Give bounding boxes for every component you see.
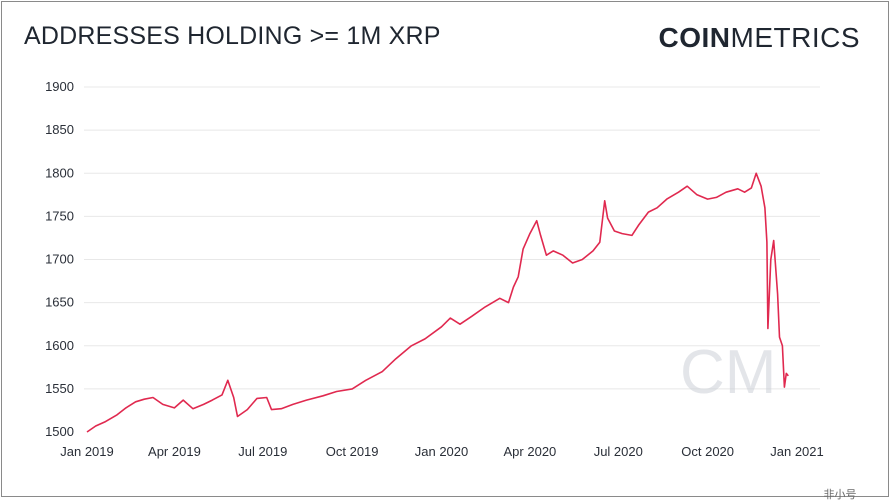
series-group: [86, 172, 789, 433]
series-line: [86, 172, 789, 433]
x-axis-ticks: Jan 2019 Apr 2019 Jul 2019 Oct 2019 Jan 2020…: [60, 444, 824, 459]
brand-logo: COINMETRICS: [659, 22, 861, 54]
y-tick-label: 1900: [45, 79, 74, 94]
y-tick-label: 1600: [45, 338, 74, 353]
y-tick-label: 1750: [45, 208, 74, 223]
brand-logo-bold: COIN: [658, 22, 731, 53]
x-tick-label: Oct 2020: [681, 444, 734, 459]
grid-lines: [84, 86, 820, 390]
y-tick-label: 1650: [45, 295, 74, 310]
y-tick-label: 1700: [45, 252, 74, 267]
x-tick-label: Oct 2019: [326, 444, 379, 459]
x-tick-label: Jan 2020: [415, 444, 469, 459]
y-tick-label: 1850: [45, 122, 74, 137]
site-watermark-text: 非小号: [824, 488, 857, 501]
x-tick-label: Jan 2019: [60, 444, 114, 459]
cm-watermark-logo: CM: [680, 338, 776, 407]
y-axis-ticks: 1500 1550 1600 1650 1700 1750 1800 1850 1900: [45, 79, 74, 439]
brand-logo-light: METRICS: [730, 22, 860, 53]
y-tick-label: 1550: [45, 381, 74, 396]
x-tick-label: Apr 2020: [504, 444, 557, 459]
cm-watermark: CM: [680, 338, 776, 407]
x-tick-label: Jan 2021: [770, 444, 824, 459]
x-tick-label: Jul 2020: [594, 444, 643, 459]
x-tick-label: Apr 2019: [148, 444, 201, 459]
y-tick-label: 1800: [45, 165, 74, 180]
x-tick-label: Jul 2019: [238, 444, 287, 459]
chart-title: ADDRESSES HOLDING >= 1M XRP: [24, 22, 441, 50]
y-tick-label: 1500: [45, 424, 74, 439]
